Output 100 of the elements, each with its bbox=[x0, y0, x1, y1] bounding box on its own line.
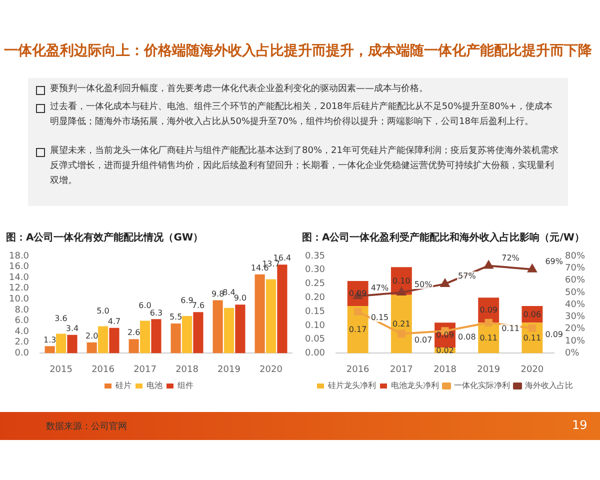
legend-label: 电池龙头净利 bbox=[391, 381, 439, 390]
legend-label: 硅片龙头净利 bbox=[327, 381, 376, 390]
bar bbox=[151, 319, 162, 354]
text: 一体化盈利边际向上：价格端随海外收入占比提升而提升，成本端随一体化产能配比提升而下降 bbox=[4, 42, 593, 60]
data-label: 0.11 bbox=[502, 324, 520, 334]
data-label: 72% bbox=[502, 253, 520, 262]
text: 展望未来，当前龙头一体化厂商硅片与组件产能配比基本达到了80%，21年可凭硅片产能保障利润；疫后复苏将使海外装机需求反弹式增长，进而提升组件销售均价，因此后续盈利有望回升；长期看，一体化企业凭稳健运营优势可持续扩大份额，实现量利双增。 bbox=[50, 144, 560, 188]
chart-title: 图：A公司一体化盈利受产能配比和海外收入占比影响（元/W） bbox=[302, 232, 584, 244]
data-label: 0.11 bbox=[480, 334, 498, 343]
data-label: 0.08 bbox=[458, 332, 476, 342]
chart-title: 图：A公司一体化有效产能配比情况（GW） bbox=[6, 232, 203, 244]
text: 要预判一体化盈利回升幅度，首先要考虑一体化代表企业盈利变化的驱动因素——成本与价格。 bbox=[50, 82, 428, 96]
bar bbox=[235, 304, 246, 354]
y-tick-label: 0.00 bbox=[304, 348, 326, 359]
y2-tick-label: 30% bbox=[564, 312, 586, 322]
bar bbox=[212, 300, 223, 354]
legend-label: 组件 bbox=[178, 381, 194, 390]
data-label: 3.4 bbox=[66, 324, 79, 333]
y-tick-label: 0.10 bbox=[304, 320, 326, 331]
data-label: 50% bbox=[414, 280, 433, 290]
data-label: 0.09 bbox=[480, 306, 498, 315]
y-tick-label: 0.0 bbox=[14, 348, 30, 359]
bar bbox=[128, 339, 139, 354]
y2-tick-label: 10% bbox=[564, 336, 586, 346]
bar bbox=[390, 294, 412, 354]
x-tick-label: 2016 bbox=[346, 364, 370, 375]
data-label: 2.0 bbox=[85, 331, 98, 340]
point bbox=[484, 318, 492, 326]
x-tick-label: 2019 bbox=[218, 364, 241, 375]
y-tick-label: 8.0 bbox=[14, 305, 30, 316]
y2-tick-label: 50% bbox=[564, 288, 586, 298]
bar bbox=[193, 312, 204, 354]
text: 19 bbox=[572, 418, 588, 432]
source-note: 数据来源：公司官网 bbox=[46, 420, 127, 433]
legend-label: 一体化实际净利 bbox=[454, 381, 510, 390]
data-label: 0.07 bbox=[414, 335, 432, 344]
data-label: 0.09 bbox=[436, 330, 454, 340]
bar bbox=[86, 342, 97, 354]
y2-tick-label: 80% bbox=[564, 251, 586, 262]
point bbox=[354, 308, 362, 316]
data-label: 8.4 bbox=[222, 288, 236, 297]
y-tick-label: 16.0 bbox=[8, 262, 30, 272]
point bbox=[528, 324, 536, 332]
y-tick-label: 10.0 bbox=[8, 294, 30, 305]
data-label: 6.0 bbox=[138, 300, 152, 310]
y-tick-label: 0.25 bbox=[304, 279, 326, 290]
data-label: 4.7 bbox=[108, 316, 121, 326]
data-label: 47% bbox=[370, 284, 390, 293]
legend-label: 硅片 bbox=[114, 381, 132, 390]
bar bbox=[140, 320, 150, 354]
data-label: 0.21 bbox=[392, 320, 410, 329]
data-label: 6.9 bbox=[180, 296, 194, 306]
bar bbox=[347, 306, 368, 354]
point bbox=[396, 287, 406, 296]
data-label: 57% bbox=[458, 272, 476, 281]
data-label: 6.3 bbox=[150, 308, 163, 318]
y2-tick-label: 20% bbox=[564, 324, 586, 334]
data-label: 5.0 bbox=[96, 306, 110, 316]
data-label: 69% bbox=[545, 256, 564, 266]
y2-tick-label: 40% bbox=[564, 300, 586, 310]
x-tick-label: 2017 bbox=[134, 364, 156, 375]
bar bbox=[182, 316, 192, 354]
x-tick-label: 2020 bbox=[520, 364, 544, 375]
y-tick-label: 6.0 bbox=[14, 316, 30, 326]
y-tick-label: 14.0 bbox=[8, 272, 30, 283]
bar bbox=[56, 334, 66, 354]
point bbox=[398, 330, 406, 338]
data-label: 9.0 bbox=[234, 294, 247, 303]
data-label: 0.11 bbox=[523, 334, 542, 343]
x-tick-label: 2016 bbox=[92, 364, 115, 375]
y2-tick-label: 60% bbox=[564, 276, 586, 286]
data-label: 0.09 bbox=[348, 289, 367, 298]
data-label: 0.09 bbox=[545, 330, 564, 339]
y-tick-label: 12.0 bbox=[8, 284, 30, 294]
bar bbox=[44, 346, 55, 354]
data-label: 0.10 bbox=[392, 276, 410, 286]
bar bbox=[67, 334, 78, 354]
data-label: 0.15 bbox=[370, 313, 389, 322]
data-label: 0.06 bbox=[523, 310, 542, 319]
y-tick-label: 18.0 bbox=[8, 251, 30, 262]
x-tick-label: 2017 bbox=[390, 364, 413, 375]
x-tick-label: 2018 bbox=[434, 364, 457, 375]
y-tick-label: 0.15 bbox=[304, 306, 326, 317]
legend-label: 海外收入占比 bbox=[525, 381, 573, 390]
y-tick-label: 0.35 bbox=[304, 251, 326, 262]
point bbox=[440, 278, 450, 287]
x-tick-label: 2018 bbox=[176, 364, 199, 375]
point bbox=[528, 264, 537, 272]
point bbox=[484, 260, 494, 269]
data-label: 0.02 bbox=[436, 346, 454, 355]
bar bbox=[266, 279, 276, 354]
data-label: 7.6 bbox=[192, 301, 205, 310]
x-tick-label: 2019 bbox=[477, 364, 500, 375]
x-tick-label: 2015 bbox=[50, 364, 72, 375]
y2-tick-label: 0% bbox=[564, 348, 580, 359]
data-label: 0.17 bbox=[348, 325, 367, 334]
y2-tick-label: 70% bbox=[564, 263, 586, 274]
text: 过去看，一体化成本与硅片、电池、组件三个环节的产能配比相关，2018年后硅片产能配比从不足50%提升至80%+，使成本明显降低；随海外市场拓展，海外收入占比从50%提升至70%，组件均价得以提升；两端影响下，公司18年后盈利上行。 bbox=[50, 100, 554, 129]
bar bbox=[170, 324, 181, 354]
bar bbox=[109, 328, 120, 354]
